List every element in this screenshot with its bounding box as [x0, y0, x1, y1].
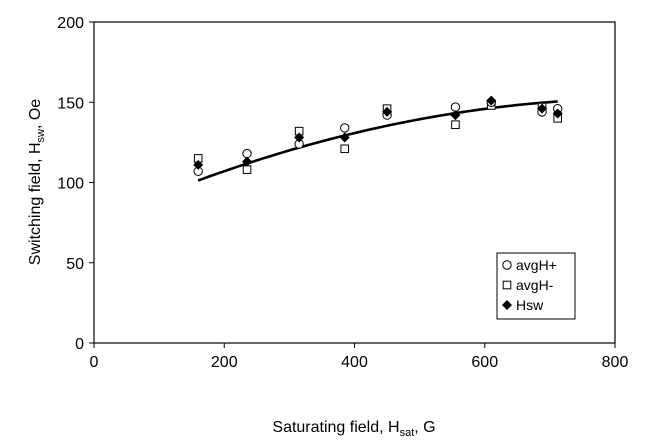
y-axis-label: Switching field, Hsw, Oe — [27, 99, 47, 266]
data-point — [552, 108, 563, 119]
data-point — [242, 165, 252, 174]
data-point — [537, 103, 548, 114]
y-tick-label: 50 — [66, 256, 84, 273]
y-tick-label: 150 — [57, 95, 84, 112]
data-point — [382, 106, 393, 117]
data-point — [450, 110, 461, 121]
legend-marker — [502, 280, 512, 290]
x-axis-label: Saturating field, Hsat, G — [272, 419, 435, 439]
y-tick-label: 200 — [57, 15, 84, 32]
trendline — [197, 100, 558, 182]
series-avgH+ — [193, 97, 563, 176]
legend: avgH+ avgH- Hsw — [496, 252, 576, 320]
trendline-layer — [197, 100, 558, 182]
legend-marker — [502, 300, 512, 310]
data-point — [340, 144, 350, 154]
x-tick-label: 800 — [602, 354, 629, 371]
data-point — [340, 123, 350, 133]
legend-entry: avgH- — [516, 277, 554, 293]
x-tick-label: 600 — [471, 354, 498, 371]
legend-marker — [502, 260, 512, 270]
data-point — [339, 132, 350, 143]
data-point — [486, 95, 497, 106]
legend-items: avgH+ avgH- Hsw — [502, 257, 557, 313]
data-point — [242, 156, 253, 167]
x-tick-label: 200 — [211, 354, 238, 371]
legend-entry: avgH+ — [516, 257, 557, 273]
data-point — [294, 132, 305, 143]
x-tick-label: 400 — [341, 354, 368, 371]
data-point — [193, 159, 204, 170]
axis-ticks: 0 50 100 150 200 0 200 400 600 800 — [57, 15, 628, 371]
markers-layer — [193, 95, 563, 176]
data-point — [450, 102, 461, 112]
data-point — [242, 148, 252, 159]
series-Hsw — [193, 95, 563, 170]
x-tick-label: 0 — [90, 354, 99, 371]
y-tick-label: 0 — [75, 336, 84, 353]
data-point — [451, 120, 460, 130]
legend-entry: Hsw — [516, 297, 544, 313]
y-tick-label: 100 — [57, 176, 84, 193]
